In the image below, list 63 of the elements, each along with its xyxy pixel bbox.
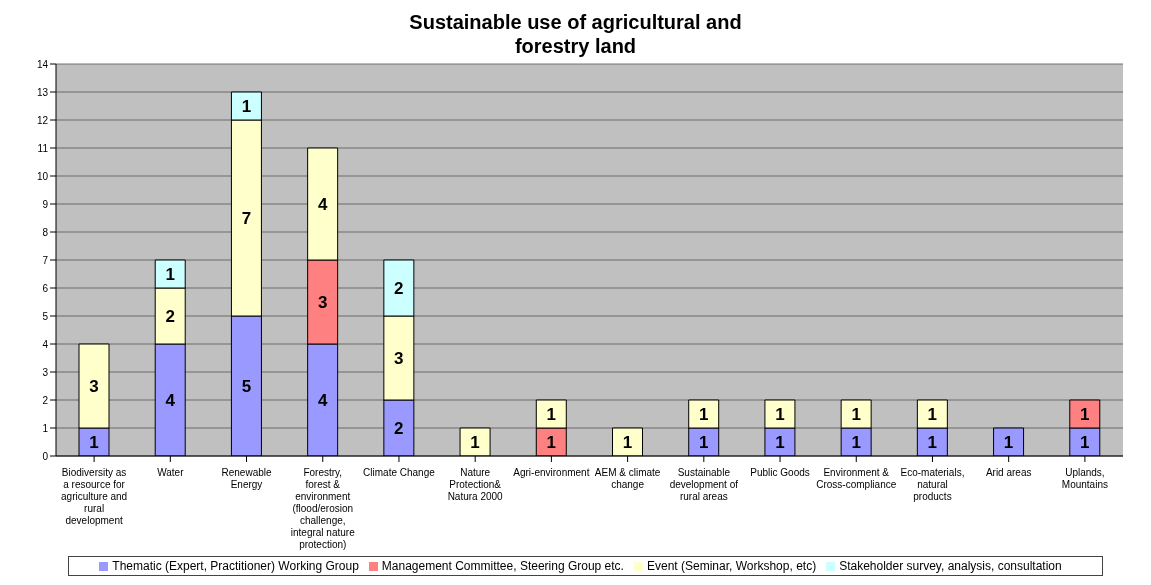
y-tick-label: 5: [42, 310, 49, 322]
x-tick-label: Agri-environment: [513, 467, 590, 478]
y-tick-label: 4: [42, 338, 49, 350]
data-label: 1: [546, 405, 557, 425]
x-tick-label: Sustainable development of rural areas: [669, 467, 739, 502]
y-tick-label: 10: [36, 170, 49, 182]
data-label: 3: [394, 349, 404, 369]
data-label: 3: [317, 293, 328, 313]
data-label: 2: [394, 419, 404, 439]
x-tick-label: Forestry, forest & environment (flood/erosion challenge, integral nature protection): [290, 467, 356, 550]
x-tick-label: Arid areas: [985, 467, 1032, 478]
data-label: 7: [241, 209, 252, 229]
data-label: 1: [546, 433, 557, 453]
data-label: 1: [927, 405, 938, 425]
data-label: 1: [775, 405, 785, 425]
y-tick-label: 9: [42, 198, 49, 210]
data-label: 1: [698, 433, 709, 453]
data-label: 4: [317, 391, 328, 411]
data-label: 1: [698, 405, 709, 425]
x-tick-label: Public Goods: [750, 467, 810, 478]
x-tick-label: Renewable Energy: [221, 467, 272, 490]
x-tick-label: AEM & climate change: [594, 467, 661, 490]
x-tick-label: Climate Change: [363, 467, 436, 478]
x-tick-label: Eco-materials, natural products: [900, 467, 965, 502]
chart-title: Sustainable use of agricultural and forestry land: [408, 10, 743, 58]
data-label: 1: [241, 97, 252, 117]
data-label: 4: [165, 391, 176, 411]
data-label: 1: [470, 433, 480, 453]
data-label: 1: [89, 433, 99, 453]
data-label: 1: [775, 433, 785, 453]
x-tick-label: Uplands, Mountains: [1061, 467, 1108, 490]
y-tick-label: 13: [36, 86, 49, 98]
data-label: 1: [165, 265, 175, 285]
x-tick-label: Nature Protection& Natura 2000: [447, 467, 504, 502]
y-tick-label: 1: [42, 422, 49, 434]
data-label: 2: [394, 279, 404, 299]
y-tick-label: 7: [42, 254, 49, 266]
y-tick-label: 11: [37, 142, 49, 154]
legend-label: Stakeholder survey, analysis, consultation: [839, 559, 1062, 573]
y-tick-label: 3: [42, 366, 49, 378]
data-label: 1: [851, 405, 861, 425]
y-tick-label: 2: [42, 394, 49, 406]
data-label: 2: [165, 307, 175, 327]
data-label: 1: [851, 433, 861, 453]
y-tick-label: 8: [42, 226, 49, 238]
data-label: 4: [317, 195, 328, 215]
legend-label: Event (Seminar, Workshop, etc): [646, 559, 817, 573]
data-label: 1: [1003, 433, 1014, 453]
y-tick-label: 12: [36, 114, 49, 126]
data-label: 5: [241, 377, 252, 397]
x-tick-label: Water: [157, 467, 185, 478]
y-tick-label: 14: [36, 58, 49, 70]
data-label: 1: [927, 433, 938, 453]
data-label: 1: [1080, 405, 1090, 425]
data-label: 3: [89, 377, 99, 397]
y-tick-label: 0: [42, 450, 49, 462]
data-label: 1: [622, 433, 633, 453]
legend-label: Thematic (Expert, Practitioner) Working Group: [112, 559, 359, 573]
x-tick-label: Biodiversity as a resource for agriculture and rural development: [61, 467, 128, 526]
y-tick-label: 6: [42, 282, 49, 294]
x-tick-label: Environment & Cross-compliance: [816, 467, 897, 490]
data-label: 1: [1080, 433, 1090, 453]
legend-label: Management Committee, Steering Group etc.: [381, 559, 624, 573]
